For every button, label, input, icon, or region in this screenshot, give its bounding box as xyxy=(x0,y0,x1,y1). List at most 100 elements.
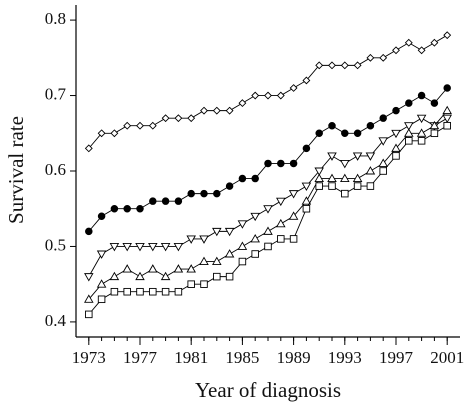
marker xyxy=(263,226,273,235)
marker xyxy=(225,182,234,190)
x-tick-label: 1981 xyxy=(174,348,208,367)
marker xyxy=(289,84,298,92)
marker xyxy=(391,129,401,139)
marker xyxy=(277,159,285,168)
marker xyxy=(315,61,324,70)
marker xyxy=(212,227,222,237)
marker xyxy=(443,31,452,40)
marker xyxy=(341,189,349,198)
marker xyxy=(405,99,413,107)
marker xyxy=(161,114,170,123)
marker xyxy=(328,182,336,190)
marker xyxy=(238,99,247,108)
marker xyxy=(136,121,144,130)
marker xyxy=(263,205,273,214)
marker xyxy=(200,106,208,115)
marker xyxy=(352,152,363,161)
marker xyxy=(200,280,208,288)
marker xyxy=(97,295,106,304)
marker xyxy=(352,173,363,182)
marker xyxy=(276,91,285,100)
series-line xyxy=(88,117,448,277)
series-line xyxy=(88,110,448,300)
marker xyxy=(430,129,439,138)
marker xyxy=(314,173,324,182)
marker xyxy=(416,114,427,124)
marker xyxy=(187,280,195,288)
x-tick-label: 1973 xyxy=(72,348,106,367)
marker xyxy=(429,120,440,130)
marker xyxy=(122,243,132,252)
marker xyxy=(264,242,272,251)
marker xyxy=(353,61,362,70)
marker xyxy=(392,152,400,160)
marker xyxy=(250,234,260,243)
x-tick-label: 1977 xyxy=(123,348,158,367)
marker xyxy=(136,204,144,213)
marker xyxy=(173,243,184,252)
marker xyxy=(238,174,247,183)
marker xyxy=(404,128,414,137)
marker xyxy=(160,271,171,281)
marker xyxy=(84,294,94,303)
marker xyxy=(301,196,312,205)
x-tick-label: 1985 xyxy=(225,348,259,367)
marker xyxy=(365,166,376,175)
marker xyxy=(430,99,439,107)
marker xyxy=(85,310,93,319)
marker xyxy=(264,91,272,100)
marker xyxy=(123,204,131,213)
marker xyxy=(173,264,184,273)
marker xyxy=(109,243,120,252)
marker xyxy=(404,38,413,47)
marker xyxy=(161,287,170,296)
marker xyxy=(391,143,401,152)
marker xyxy=(97,129,106,138)
marker xyxy=(366,121,375,130)
marker xyxy=(148,264,158,273)
marker xyxy=(340,160,350,169)
marker xyxy=(96,279,107,288)
marker xyxy=(160,243,171,252)
y-tick-label: 0.8 xyxy=(45,9,66,28)
marker xyxy=(238,257,247,266)
marker xyxy=(302,144,311,153)
x-tick-label: 1989 xyxy=(277,348,311,367)
marker xyxy=(353,182,362,190)
marker xyxy=(443,84,451,92)
marker xyxy=(416,128,427,137)
marker xyxy=(264,159,272,168)
marker xyxy=(251,91,260,100)
marker xyxy=(200,189,208,198)
marker xyxy=(289,235,298,243)
x-axis-label: Year of diagnosis xyxy=(195,378,341,402)
marker xyxy=(315,182,323,190)
marker xyxy=(187,189,195,198)
marker xyxy=(148,243,158,252)
marker xyxy=(379,114,387,122)
marker xyxy=(251,174,259,183)
marker xyxy=(237,241,248,250)
y-axis-label: Survival rate xyxy=(4,116,28,224)
marker xyxy=(110,129,119,138)
marker xyxy=(123,121,132,130)
marker xyxy=(366,182,375,190)
marker xyxy=(366,53,375,62)
marker xyxy=(328,61,336,70)
marker xyxy=(288,190,299,199)
marker xyxy=(392,46,400,55)
marker xyxy=(365,152,376,161)
marker xyxy=(109,271,120,281)
marker xyxy=(224,227,235,237)
marker xyxy=(122,264,132,273)
marker xyxy=(135,271,145,281)
x-tick-label: 2001 xyxy=(430,348,464,367)
marker xyxy=(302,204,311,213)
marker xyxy=(148,121,157,130)
marker xyxy=(212,256,222,265)
marker xyxy=(225,106,234,115)
marker xyxy=(187,114,196,123)
x-tick-label: 1997 xyxy=(379,348,414,367)
marker xyxy=(96,250,107,259)
